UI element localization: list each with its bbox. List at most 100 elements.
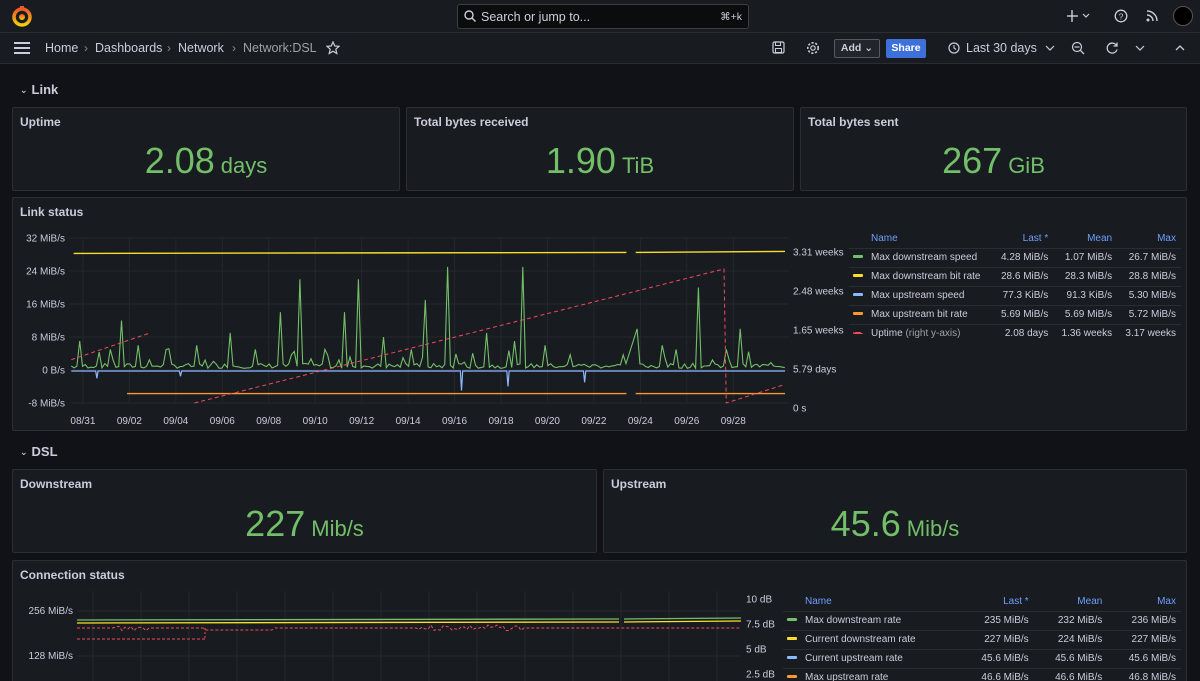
legend-header-2[interactable]: Mean [1077, 596, 1103, 608]
y-right-tick-label: 10 dB [746, 595, 772, 606]
y-right-tick-label: 2.5 dB [746, 670, 775, 681]
legend-name-text: Current upstream rate [805, 653, 903, 664]
legend-max-value: 5.72 MiB/s [1117, 304, 1181, 324]
legend-header-3[interactable]: Max [1157, 233, 1176, 245]
legend-row[interactable]: Max downstream speed 4.28 MiB/s 1.07 MiB/s… [849, 247, 1181, 267]
y-left-tick-label: 256 MiB/s [29, 606, 73, 617]
legend-row[interactable]: Max upstream speed 77.3 KiB/s 91.3 KiB/s 5.… [849, 285, 1181, 305]
user-avatar[interactable] [1173, 6, 1193, 26]
legend-series-name[interactable]: Uptime (right y-axis) [849, 323, 993, 343]
time-range-chevron-icon[interactable] [1045, 45, 1055, 52]
legend-last-value: 77.3 KiB/s [992, 285, 1054, 305]
x-tick-label: 09/08 [256, 416, 281, 427]
news-feed-icon[interactable] [1145, 9, 1159, 23]
legend-header-1[interactable]: Last * [1022, 233, 1049, 245]
grafana-logo-icon[interactable] [11, 6, 33, 28]
panel-title: Connection status [20, 568, 125, 582]
stat-number: 267 [942, 140, 1003, 181]
uptime-panel: Uptime 2.08 days [12, 107, 400, 191]
legend-row[interactable]: Current downstream rate 227 MiB/s 224 MiB/… [783, 629, 1181, 649]
row-title-dsl[interactable]: ⌄ DSL [20, 444, 58, 459]
legend-max-value: 28.8 MiB/s [1117, 266, 1181, 286]
series-line-max-downstream-rate [623, 617, 742, 620]
add-button-label: Add [840, 42, 862, 54]
legend-row[interactable]: Max upstream bit rate 5.69 MiB/s 5.69 MiB/… [849, 304, 1181, 324]
legend-header-2[interactable]: Mean [1087, 233, 1113, 245]
legend-header-3[interactable]: Max [1157, 596, 1176, 608]
collapse-up-icon[interactable] [1175, 44, 1185, 51]
row-title-link[interactable]: ⌄ Link [20, 82, 58, 97]
legend-series-name[interactable]: Max upstream speed [849, 285, 993, 305]
legend-header-1[interactable]: Last * [1003, 596, 1029, 608]
legend-row[interactable]: Max downstream rate 235 MiB/s 232 MiB/s 236… [783, 610, 1181, 630]
legend-axis-note: (right y-axis) [902, 328, 961, 340]
search-input[interactable]: Search or jump to... ⌘+k [457, 4, 749, 29]
y-left-tick-label: -8 MiB/s [28, 399, 65, 410]
star-icon[interactable] [326, 41, 340, 55]
legend-name-text: Uptime [871, 328, 903, 340]
y-right-tick-label: 3.31 weeks [793, 248, 844, 259]
zoom-out-icon[interactable] [1071, 41, 1085, 55]
breadcrumb-network[interactable]: Network [178, 41, 224, 55]
breadcrumb-dashboards[interactable]: Dashboards [95, 41, 163, 55]
legend-max-value: 5.30 MiB/s [1117, 285, 1181, 305]
legend-row[interactable]: Max upstream rate 46.6 MiB/s 46.6 MiB/s 46.… [783, 667, 1181, 681]
connection-status-chart[interactable]: 256 MiB/s 128 MiB/s 10 dB 7.5 dB 5 dB 2.5 dB [13, 561, 783, 681]
legend-last-value: 2.08 days [992, 323, 1054, 343]
help-icon[interactable]: ? [1114, 9, 1128, 23]
share-button[interactable]: Share [886, 39, 926, 58]
refresh-icon[interactable] [1105, 41, 1119, 55]
stat-unit: TiB [621, 153, 655, 178]
panel-title: Upstream [611, 477, 667, 491]
plus-icon[interactable] [1067, 9, 1091, 23]
legend-series-name[interactable]: Max upstream bit rate [849, 304, 993, 324]
legend-series-name[interactable]: Max downstream speed [849, 247, 993, 267]
legend-row[interactable]: Max downstream bit rate 28.6 MiB/s 28.3 Mi… [849, 266, 1181, 286]
legend-row[interactable]: Uptime (right y-axis) 2.08 days 1.36 weeks… [849, 323, 1181, 343]
upstream-panel: Upstream 45.6 Mib/s [603, 469, 1187, 553]
legend-mean-value: 1.07 MiB/s [1053, 247, 1118, 267]
add-button[interactable]: Add ⌄ [834, 39, 880, 58]
legend-swatch [787, 618, 797, 621]
legend-series-name[interactable]: Current downstream rate [783, 629, 961, 649]
y-right-tick-label: 5.79 days [793, 365, 836, 376]
legend-last-value: 235 MiB/s [960, 610, 1034, 630]
stat-unit: days [220, 153, 268, 178]
legend-series-name[interactable]: Max downstream rate [783, 610, 961, 630]
legend-series-name[interactable]: Current upstream rate [783, 648, 961, 668]
clock-icon [948, 42, 960, 54]
legend-series-name[interactable]: Max downstream bit rate [849, 266, 993, 286]
settings-gear-icon[interactable] [806, 41, 820, 55]
menu-icon[interactable] [14, 42, 30, 54]
link-status-chart[interactable]: 32 MiB/s 24 MiB/s 16 MiB/s 8 MiB/s 0 B/s -8 M… [13, 198, 853, 432]
legend-header-0[interactable]: Name [871, 233, 898, 245]
series-line-downstream-speed [70, 266, 785, 371]
legend-series-name[interactable]: Max upstream rate [783, 667, 961, 681]
legend-swatch [787, 637, 797, 640]
downstream-panel: Downstream 227 Mib/s [12, 469, 597, 553]
legend-swatch [853, 312, 863, 315]
legend-swatch [787, 656, 797, 659]
refresh-interval-chevron-icon[interactable] [1135, 45, 1145, 52]
x-tick-label: 09/28 [721, 416, 746, 427]
connection-status-panel: Connection status 256 MiB/s 128 MiB/s 10 d… [12, 560, 1187, 681]
x-tick-label: 09/22 [581, 416, 606, 427]
series-line-current-downstream-rate [76, 621, 620, 624]
time-range-picker[interactable]: Last 30 days [966, 41, 1037, 55]
series-line-downstream-bit-rate [635, 250, 786, 254]
legend-header-0[interactable]: Name [805, 596, 832, 608]
search-placeholder: Search or jump to... [481, 10, 591, 24]
legend-mean-value: 91.3 KiB/s [1053, 285, 1118, 305]
legend-name-text: Max downstream bit rate [871, 271, 981, 282]
legend-row[interactable]: Current upstream rate 45.6 MiB/s 45.6 MiB/… [783, 648, 1181, 668]
legend-swatch [787, 675, 797, 679]
legend-name-text: Max upstream speed [871, 290, 965, 301]
y-right-tick-label: 1.65 weeks [793, 326, 844, 337]
x-tick-label: 09/24 [628, 416, 653, 427]
breadcrumb-home[interactable]: Home [45, 41, 79, 55]
legend-name-text: Max downstream rate [805, 615, 902, 626]
search-shortcut: ⌘+k [720, 11, 742, 23]
stat-unit: Mib/s [311, 516, 364, 541]
save-icon[interactable] [772, 41, 785, 54]
stat-unit: Mib/s [906, 516, 960, 541]
